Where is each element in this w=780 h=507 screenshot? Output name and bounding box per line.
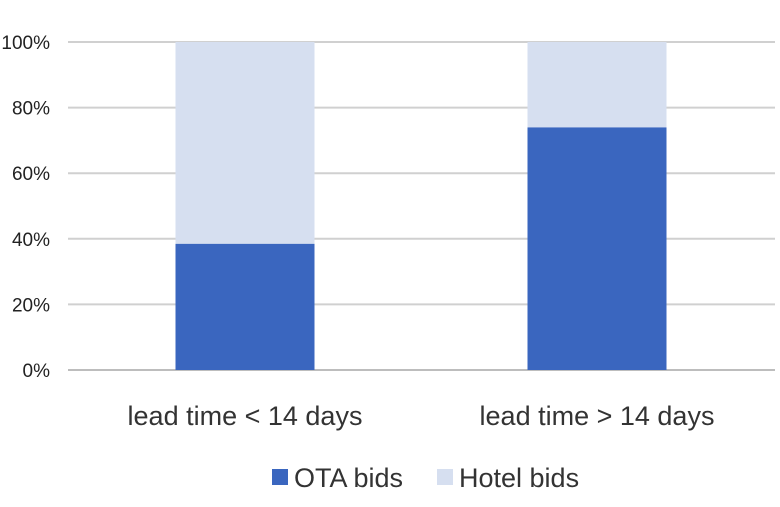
y-tick-label: 100%: [1, 33, 50, 54]
bars: [175, 42, 667, 370]
y-tick-label: 20%: [12, 295, 50, 316]
legend-swatch: [437, 469, 453, 485]
bar-segment: [527, 127, 667, 370]
legend-label: OTA bids: [294, 463, 403, 493]
bar-segment: [175, 243, 315, 370]
bar-segment: [527, 42, 667, 128]
y-tick-label: 40%: [12, 230, 50, 251]
bar-segment: [175, 42, 315, 244]
legend-label: Hotel bids: [459, 463, 579, 493]
legend: OTA bids Hotel bids: [272, 463, 579, 493]
y-tick-label: 80%: [12, 99, 50, 120]
x-category-label: lead time < 14 days: [128, 401, 363, 431]
x-category-label: lead time > 14 days: [480, 401, 715, 431]
x-axis-category-labels: lead time < 14 days lead time > 14 days: [128, 401, 715, 431]
y-tick-label: 0%: [23, 361, 51, 382]
legend-swatch: [272, 469, 288, 485]
gridlines: [68, 41, 775, 371]
y-axis-tick-labels: 0% 20% 40% 60% 80% 100%: [1, 33, 50, 382]
y-tick-label: 60%: [12, 164, 50, 185]
